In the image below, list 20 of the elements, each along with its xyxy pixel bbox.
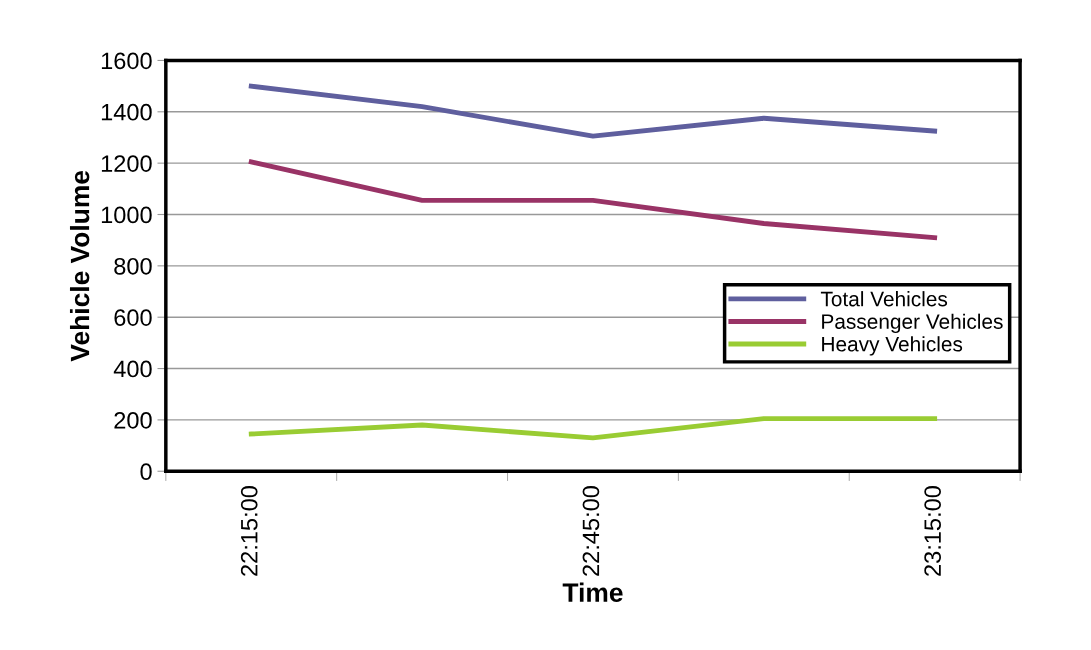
legend-label: Heavy Vehicles: [822, 336, 963, 356]
y-axis-title: Vehicle Volume: [69, 170, 90, 362]
y-tick-label: 1000: [101, 206, 152, 224]
y-tick-label: 600: [114, 309, 152, 326]
x-tick-label: 22:15:00: [240, 486, 258, 576]
y-tick-label: 200: [114, 411, 152, 429]
x-axis-title: Time: [562, 582, 623, 602]
y-tick-label: 1600: [101, 52, 152, 70]
y-tick-label: 1200: [101, 155, 152, 172]
y-tick-label: 1400: [101, 103, 152, 121]
line-series: [248, 159, 938, 241]
line-series: [248, 83, 938, 139]
x-tick-label: 23:15:00: [924, 486, 941, 576]
y-tick-label: 400: [113, 360, 152, 378]
line-series: [248, 416, 938, 441]
y-tick-label: 800: [114, 257, 152, 275]
legend-label: Total Vehicles: [820, 291, 948, 307]
y-tick-label: 0: [140, 463, 152, 481]
x-tick-label: 22:45:00: [582, 486, 600, 576]
legend-label: Passenger Vehicles: [822, 313, 1003, 334]
